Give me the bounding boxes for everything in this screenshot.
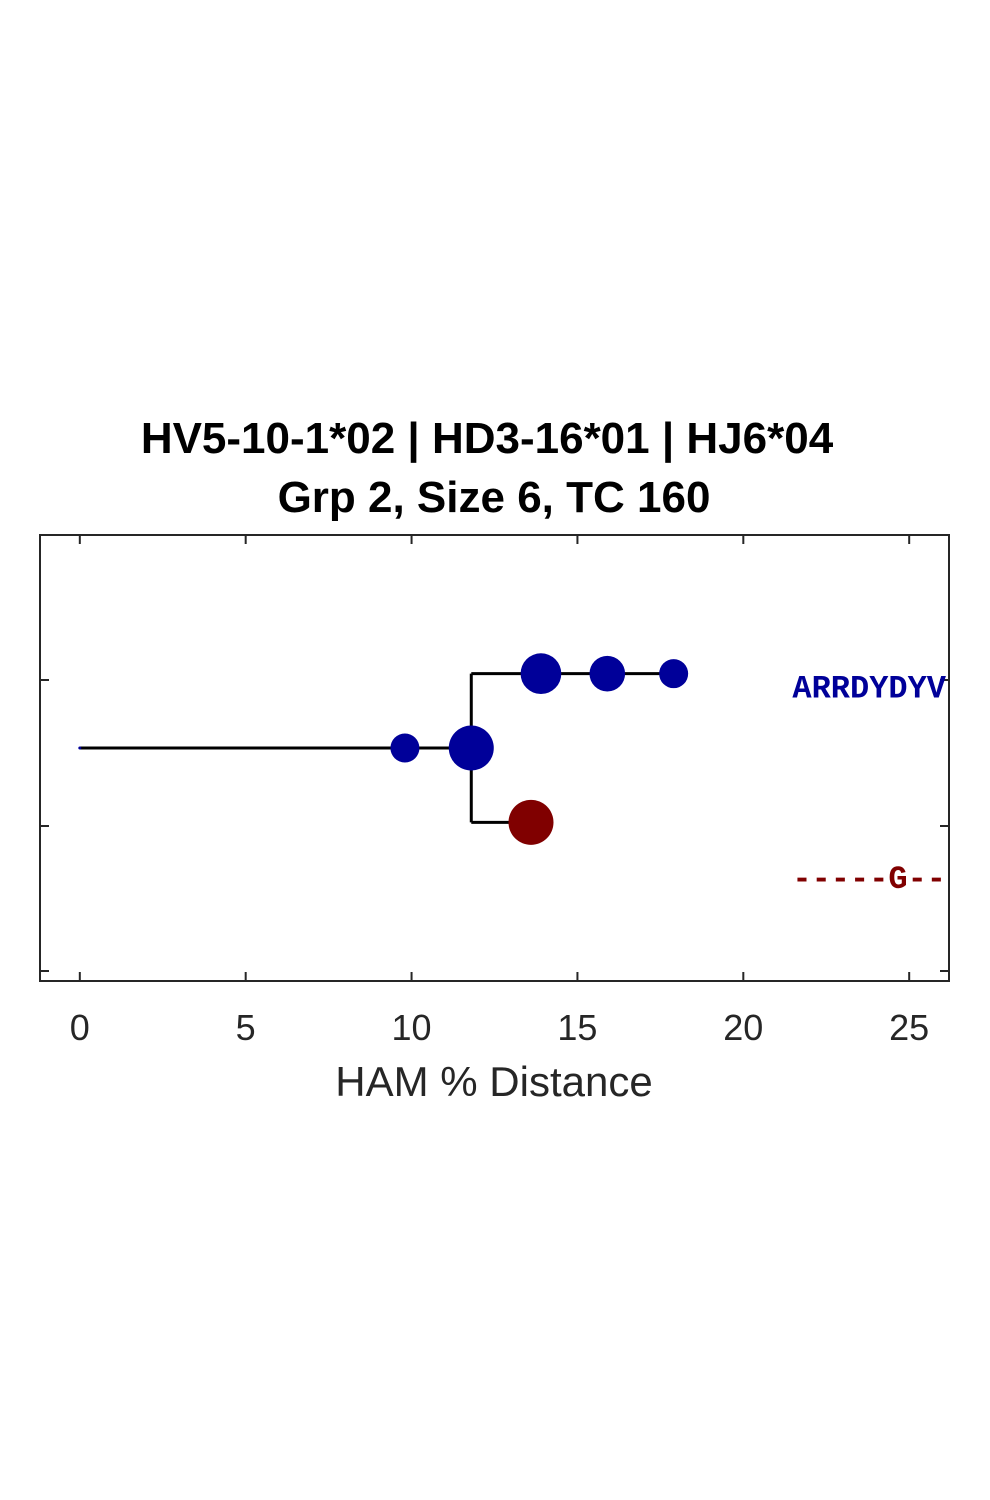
chart-title-line-1: HV5-10-1*02 | HD3-16*01 | HJ6*04 xyxy=(141,414,834,464)
tree-node-0 xyxy=(78,746,82,750)
plot-area-frame xyxy=(39,534,950,982)
tree-nodes xyxy=(78,653,689,845)
sequence-label-1: -----G-- xyxy=(792,861,946,898)
x-tick-labels: 0 5 10 15 20 25 xyxy=(70,1007,929,1048)
chart-title-line-2: Grp 2, Size 6, TC 160 xyxy=(278,473,711,522)
x-tick-label-20: 20 xyxy=(723,1007,763,1048)
tree-node-1 xyxy=(390,733,420,763)
x-tick-label-25: 25 xyxy=(889,1007,929,1048)
x-tick-label-15: 15 xyxy=(557,1007,597,1048)
tree-node-2 xyxy=(448,725,494,771)
tree-node-5 xyxy=(659,659,689,689)
sequence-labels: ARRDYDYV -----G-- xyxy=(792,671,946,898)
tree-node-3 xyxy=(520,653,562,695)
tree-node-4 xyxy=(589,655,626,692)
sequence-label-0: ARRDYDYV xyxy=(792,671,946,708)
x-tick-label-0: 0 xyxy=(70,1007,90,1048)
axis-ticks xyxy=(40,534,949,981)
tree-node-6 xyxy=(508,799,554,845)
x-tick-label-5: 5 xyxy=(236,1007,256,1048)
x-tick-label-10: 10 xyxy=(392,1007,432,1048)
x-axis-label: HAM % Distance xyxy=(335,1058,652,1105)
